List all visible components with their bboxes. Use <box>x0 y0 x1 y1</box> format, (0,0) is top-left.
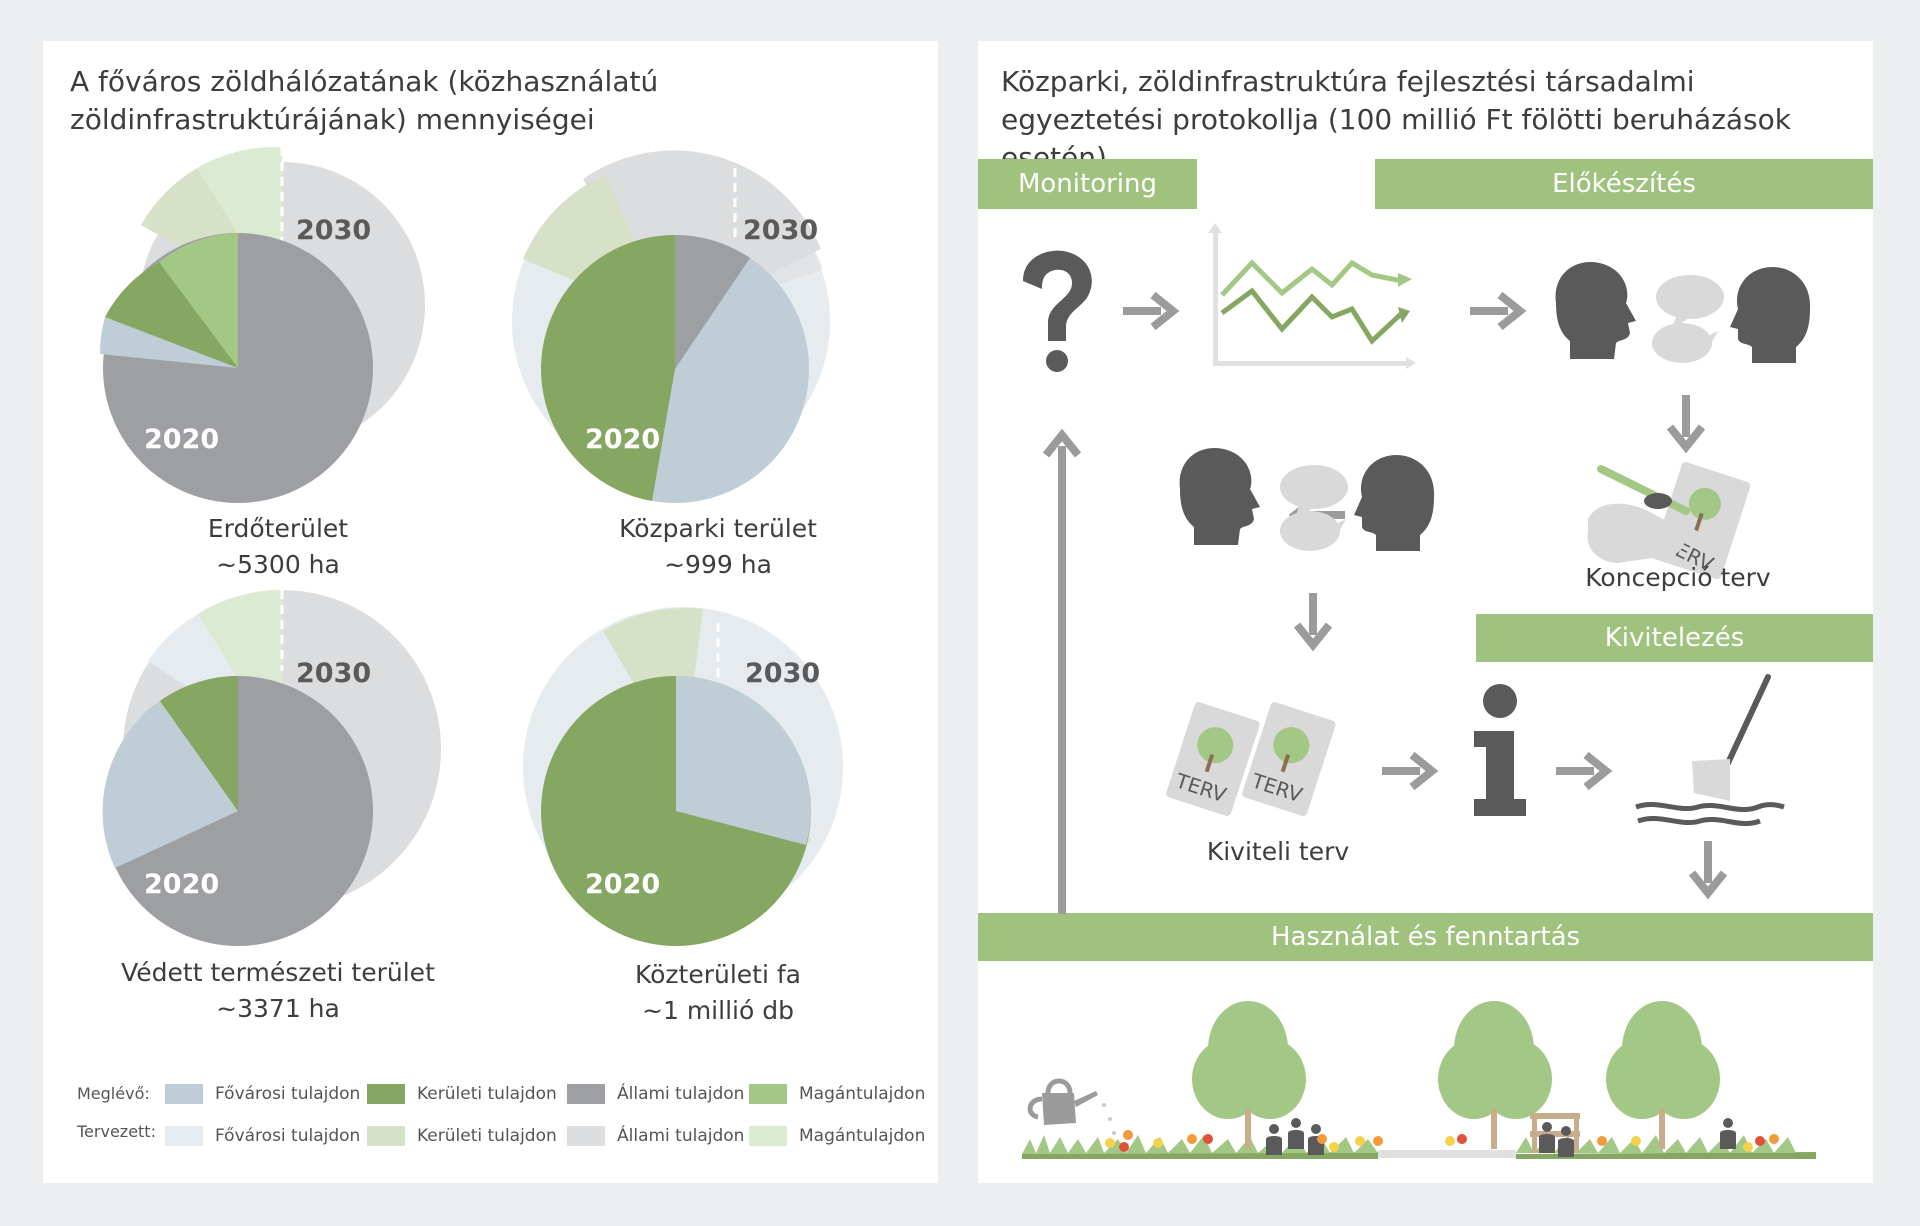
arrow-up <box>1042 428 1082 914</box>
tree-icon <box>1606 1001 1720 1149</box>
caption-value: ~999 ha <box>664 550 772 579</box>
pie-parks: 2030 2020 <box>512 150 830 503</box>
legend-planned-label: Tervezett: <box>77 1122 156 1141</box>
info-icon <box>1474 684 1526 816</box>
legend-swatch <box>749 1084 787 1104</box>
legend-item: Fővárosi tulajdon <box>165 1084 360 1104</box>
flowers <box>1105 1130 1779 1152</box>
legend-item: Kerületi tulajdon <box>367 1126 557 1146</box>
dialogue-icon <box>1555 262 1811 363</box>
caption-value: ~3371 ha <box>216 994 340 1023</box>
legend-item: Kerületi tulajdon <box>367 1084 557 1104</box>
pie-caption-protected: Védett természeti terület ~3371 ha <box>78 955 478 1027</box>
legend-swatch <box>567 1126 605 1146</box>
legend-item: Állami tulajdon <box>567 1126 744 1146</box>
caption-title: Közparki terület <box>619 514 817 543</box>
panel-title: A főváros zöldhálózatának (közhasználatú… <box>70 65 659 136</box>
watering-can-icon <box>1027 1078 1116 1135</box>
pie-label-2020: 2020 <box>585 869 660 900</box>
legend-swatch <box>367 1126 405 1146</box>
band-monitoring: Monitoring <box>978 159 1197 209</box>
tree-icon <box>1192 1001 1306 1149</box>
legend-item: Állami tulajdon <box>567 1084 744 1104</box>
legend-swatch <box>567 1084 605 1104</box>
pie-label-2030: 2030 <box>745 658 820 689</box>
pie-caption-trees: Közterületi fa ~1 millió db <box>543 957 893 1029</box>
band-execution: Kivitelezés <box>1476 614 1873 662</box>
bench-icon <box>1530 1113 1580 1157</box>
pie-trees: 2030 2020 <box>523 607 843 946</box>
caption-title: Közterületi fa <box>634 960 801 989</box>
arrow-right <box>1123 295 1173 327</box>
arrow-down <box>1692 841 1724 893</box>
arrow-right <box>1382 755 1432 787</box>
pie-caption-forest: Erdőterület ~5300 ha <box>103 511 453 583</box>
quantities-panel: A főváros zöldhálózatának (közhasználatú… <box>43 41 938 1183</box>
pie-label-2020: 2020 <box>144 869 219 900</box>
dialogue-icon <box>1179 448 1435 551</box>
park-scene <box>1022 1001 1816 1159</box>
protocol-panel: Közparki, zöldinfrastruktúra fejlesztési… <box>978 41 1873 1183</box>
pie-label-2030: 2030 <box>743 215 818 246</box>
pie-protected: 2030 2020 <box>102 590 441 946</box>
arrow-down <box>1670 395 1702 447</box>
legend-swatch <box>165 1084 203 1104</box>
concept-plan-label: Koncepció terv <box>1585 563 1771 592</box>
plan-documents-icon: TERV TERV <box>1166 702 1336 817</box>
legend-item: Magántulajdon <box>749 1126 925 1146</box>
protocol-flow: TERV TERV <box>1022 223 1816 1159</box>
caption-title: Védett természeti terület <box>121 958 435 987</box>
shovel-icon <box>1635 674 1785 827</box>
caption-value: ~5300 ha <box>216 550 340 579</box>
legend-item: Magántulajdon <box>749 1084 925 1104</box>
question-icon <box>1023 250 1092 372</box>
legend-item: Fővárosi tulajdon <box>165 1126 360 1146</box>
pie-label-2020: 2020 <box>144 424 219 455</box>
caption-value: ~1 millió db <box>642 996 794 1025</box>
panel-title: Közparki, zöldinfrastruktúra fejlesztési… <box>1001 65 1791 174</box>
arrow-right <box>1470 295 1520 327</box>
pie-forest: 2030 2020 <box>99 146 425 503</box>
legend-existing-label: Meglévő: <box>77 1084 150 1103</box>
pie-label-2030: 2030 <box>296 215 371 246</box>
detailed-plan-label: Kiviteli terv <box>1206 837 1350 866</box>
legend-swatch <box>165 1126 203 1146</box>
band-use: Használat és fenntartás <box>978 913 1873 961</box>
pie-caption-parks: Közparki terület ~999 ha <box>543 511 893 583</box>
chart-icon <box>1208 223 1416 369</box>
pie-label-2030: 2030 <box>296 658 371 689</box>
pie-charts: 2030 2020 2030 2020 2030 2020 <box>99 146 843 946</box>
legend-swatch <box>367 1084 405 1104</box>
arrow-down <box>1297 593 1329 645</box>
pie-label-2020: 2020 <box>585 424 660 455</box>
band-preparation: Előkészítés <box>1375 159 1873 209</box>
arrow-right <box>1556 755 1606 787</box>
caption-title: Erdőterület <box>207 514 349 543</box>
legend-swatch <box>749 1126 787 1146</box>
